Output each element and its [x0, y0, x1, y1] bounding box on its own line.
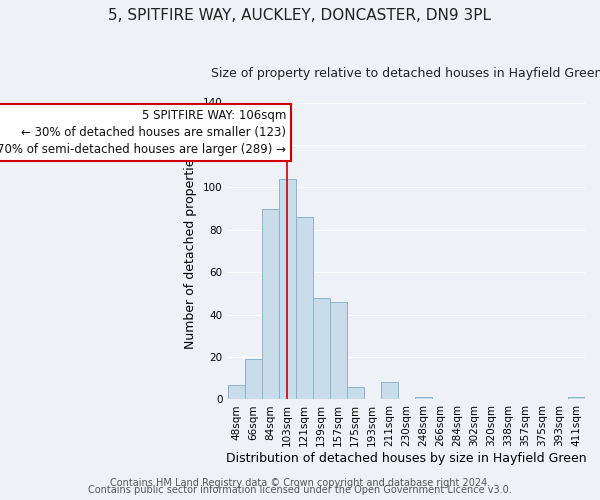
Bar	[262, 208, 278, 400]
Bar	[415, 398, 432, 400]
Text: 5, SPITFIRE WAY, AUCKLEY, DONCASTER, DN9 3PL: 5, SPITFIRE WAY, AUCKLEY, DONCASTER, DN9…	[109, 8, 491, 22]
X-axis label: Distribution of detached houses by size in Hayfield Green: Distribution of detached houses by size …	[226, 452, 587, 465]
Text: Contains public sector information licensed under the Open Government Licence v3: Contains public sector information licen…	[88, 485, 512, 495]
Bar	[313, 298, 330, 400]
Bar	[347, 386, 364, 400]
Bar	[245, 359, 262, 400]
Y-axis label: Number of detached properties: Number of detached properties	[184, 152, 197, 350]
Bar	[278, 179, 296, 400]
Text: Contains HM Land Registry data © Crown copyright and database right 2024.: Contains HM Land Registry data © Crown c…	[110, 478, 490, 488]
Title: Size of property relative to detached houses in Hayfield Green: Size of property relative to detached ho…	[211, 68, 600, 80]
Text: 5 SPITFIRE WAY: 106sqm
← 30% of detached houses are smaller (123)
70% of semi-de: 5 SPITFIRE WAY: 106sqm ← 30% of detached…	[0, 109, 286, 156]
Bar	[296, 217, 313, 400]
Bar	[227, 384, 245, 400]
Bar	[381, 382, 398, 400]
Bar	[568, 398, 585, 400]
Bar	[330, 302, 347, 400]
